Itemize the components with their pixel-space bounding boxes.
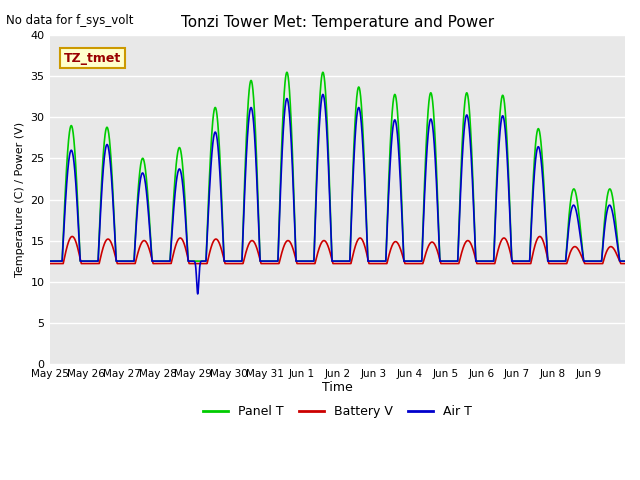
Air T (45, 258, 53, 264)
Battery V (267, 261, 275, 266)
Air T (66, 152, 74, 158)
Battery V (45, 261, 53, 266)
Y-axis label: Temperature (C) / Power (V): Temperature (C) / Power (V) (15, 122, 25, 277)
Battery V (381, 261, 388, 266)
Legend: Panel T, Battery V, Air T: Panel T, Battery V, Air T (198, 400, 476, 423)
Panel T (381, 258, 388, 264)
Line: Panel T: Panel T (49, 72, 625, 261)
Panel T (397, 168, 404, 173)
Battery V (397, 246, 404, 252)
Air T (194, 291, 202, 297)
Air T (381, 258, 389, 264)
Battery V (621, 261, 629, 266)
Panel T (66, 129, 74, 134)
Air T (621, 258, 629, 264)
Text: TZ_tmet: TZ_tmet (64, 52, 121, 65)
Battery V (316, 242, 324, 248)
Panel T (283, 70, 291, 75)
Battery V (68, 234, 76, 240)
X-axis label: Time: Time (322, 382, 353, 395)
Line: Battery V: Battery V (49, 237, 625, 264)
Air T (267, 258, 275, 264)
Text: No data for f_sys_volt: No data for f_sys_volt (6, 14, 134, 27)
Air T (485, 258, 493, 264)
Panel T (316, 90, 324, 96)
Title: Tonzi Tower Met: Temperature and Power: Tonzi Tower Met: Temperature and Power (180, 15, 494, 30)
Air T (319, 92, 327, 97)
Air T (316, 110, 324, 116)
Line: Air T: Air T (49, 95, 625, 294)
Battery V (66, 237, 74, 242)
Panel T (621, 258, 629, 264)
Panel T (45, 258, 53, 264)
Panel T (267, 258, 275, 264)
Battery V (484, 261, 492, 266)
Panel T (484, 258, 492, 264)
Air T (397, 184, 404, 190)
